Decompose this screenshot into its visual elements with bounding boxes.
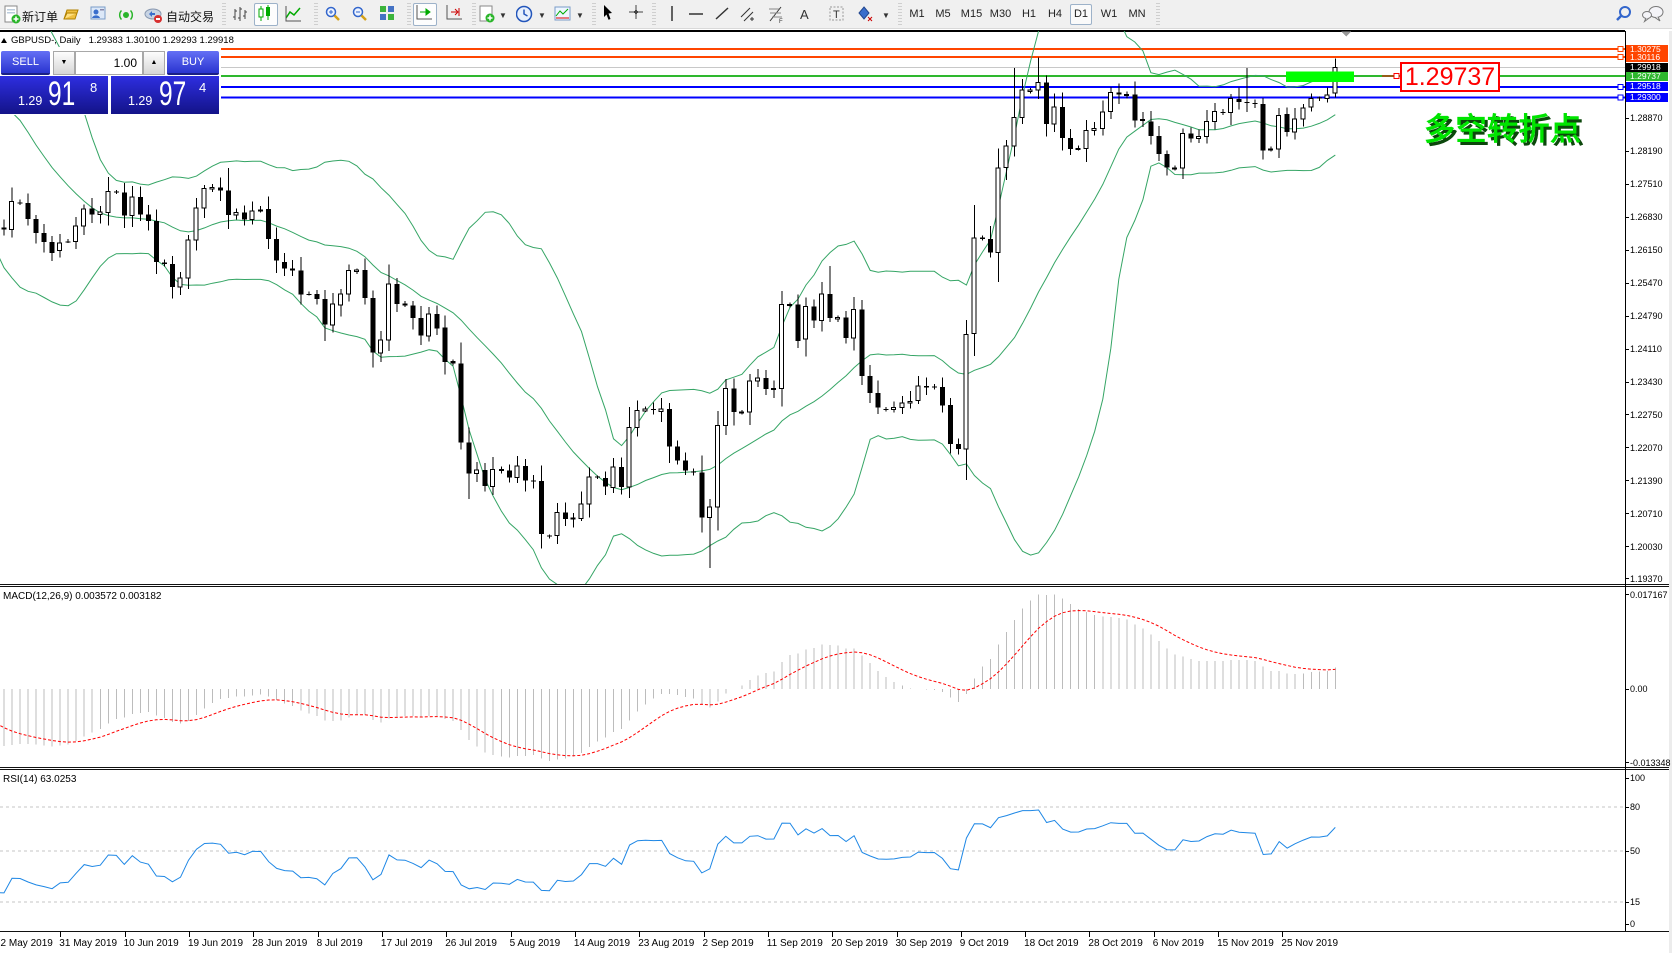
svg-text:F: F xyxy=(779,19,783,25)
svg-text:T: T xyxy=(833,9,840,21)
